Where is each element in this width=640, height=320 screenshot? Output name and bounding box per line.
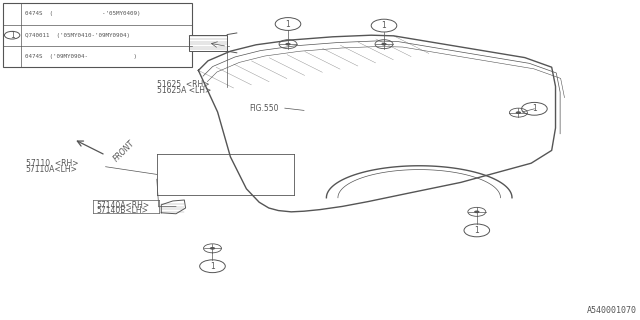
Text: 57140B<LH>: 57140B<LH> bbox=[96, 206, 148, 215]
Text: 1: 1 bbox=[285, 20, 291, 28]
Text: 57110A<LH>: 57110A<LH> bbox=[26, 165, 77, 174]
Text: 51625A <LH>: 51625A <LH> bbox=[157, 86, 211, 95]
Bar bbox=[189, 35, 227, 51]
Text: 1: 1 bbox=[10, 31, 15, 40]
Text: 0474S  (              -'05MY0409): 0474S ( -'05MY0409) bbox=[25, 12, 140, 16]
Circle shape bbox=[381, 43, 387, 45]
Text: 0474S  ('09MY0904-             ): 0474S ('09MY0904- ) bbox=[25, 54, 137, 59]
Text: 57140A<RH>: 57140A<RH> bbox=[96, 201, 149, 210]
Bar bbox=[3, 3, 192, 67]
Circle shape bbox=[516, 111, 521, 114]
Text: 57110  <RH>: 57110 <RH> bbox=[26, 159, 78, 168]
Text: A540001070: A540001070 bbox=[587, 306, 637, 315]
Text: 1: 1 bbox=[474, 226, 479, 235]
Circle shape bbox=[210, 247, 215, 250]
Text: 1: 1 bbox=[532, 104, 537, 113]
Text: 51625  <RH>: 51625 <RH> bbox=[157, 80, 209, 89]
Text: 1: 1 bbox=[381, 21, 387, 30]
Circle shape bbox=[285, 43, 291, 45]
Text: Q740011  ('05MY0410-'09MY0904): Q740011 ('05MY0410-'09MY0904) bbox=[25, 33, 130, 38]
Text: FIG.550: FIG.550 bbox=[250, 104, 279, 113]
Text: FRONT: FRONT bbox=[112, 139, 137, 164]
Circle shape bbox=[474, 211, 479, 213]
Text: 1: 1 bbox=[210, 262, 215, 271]
